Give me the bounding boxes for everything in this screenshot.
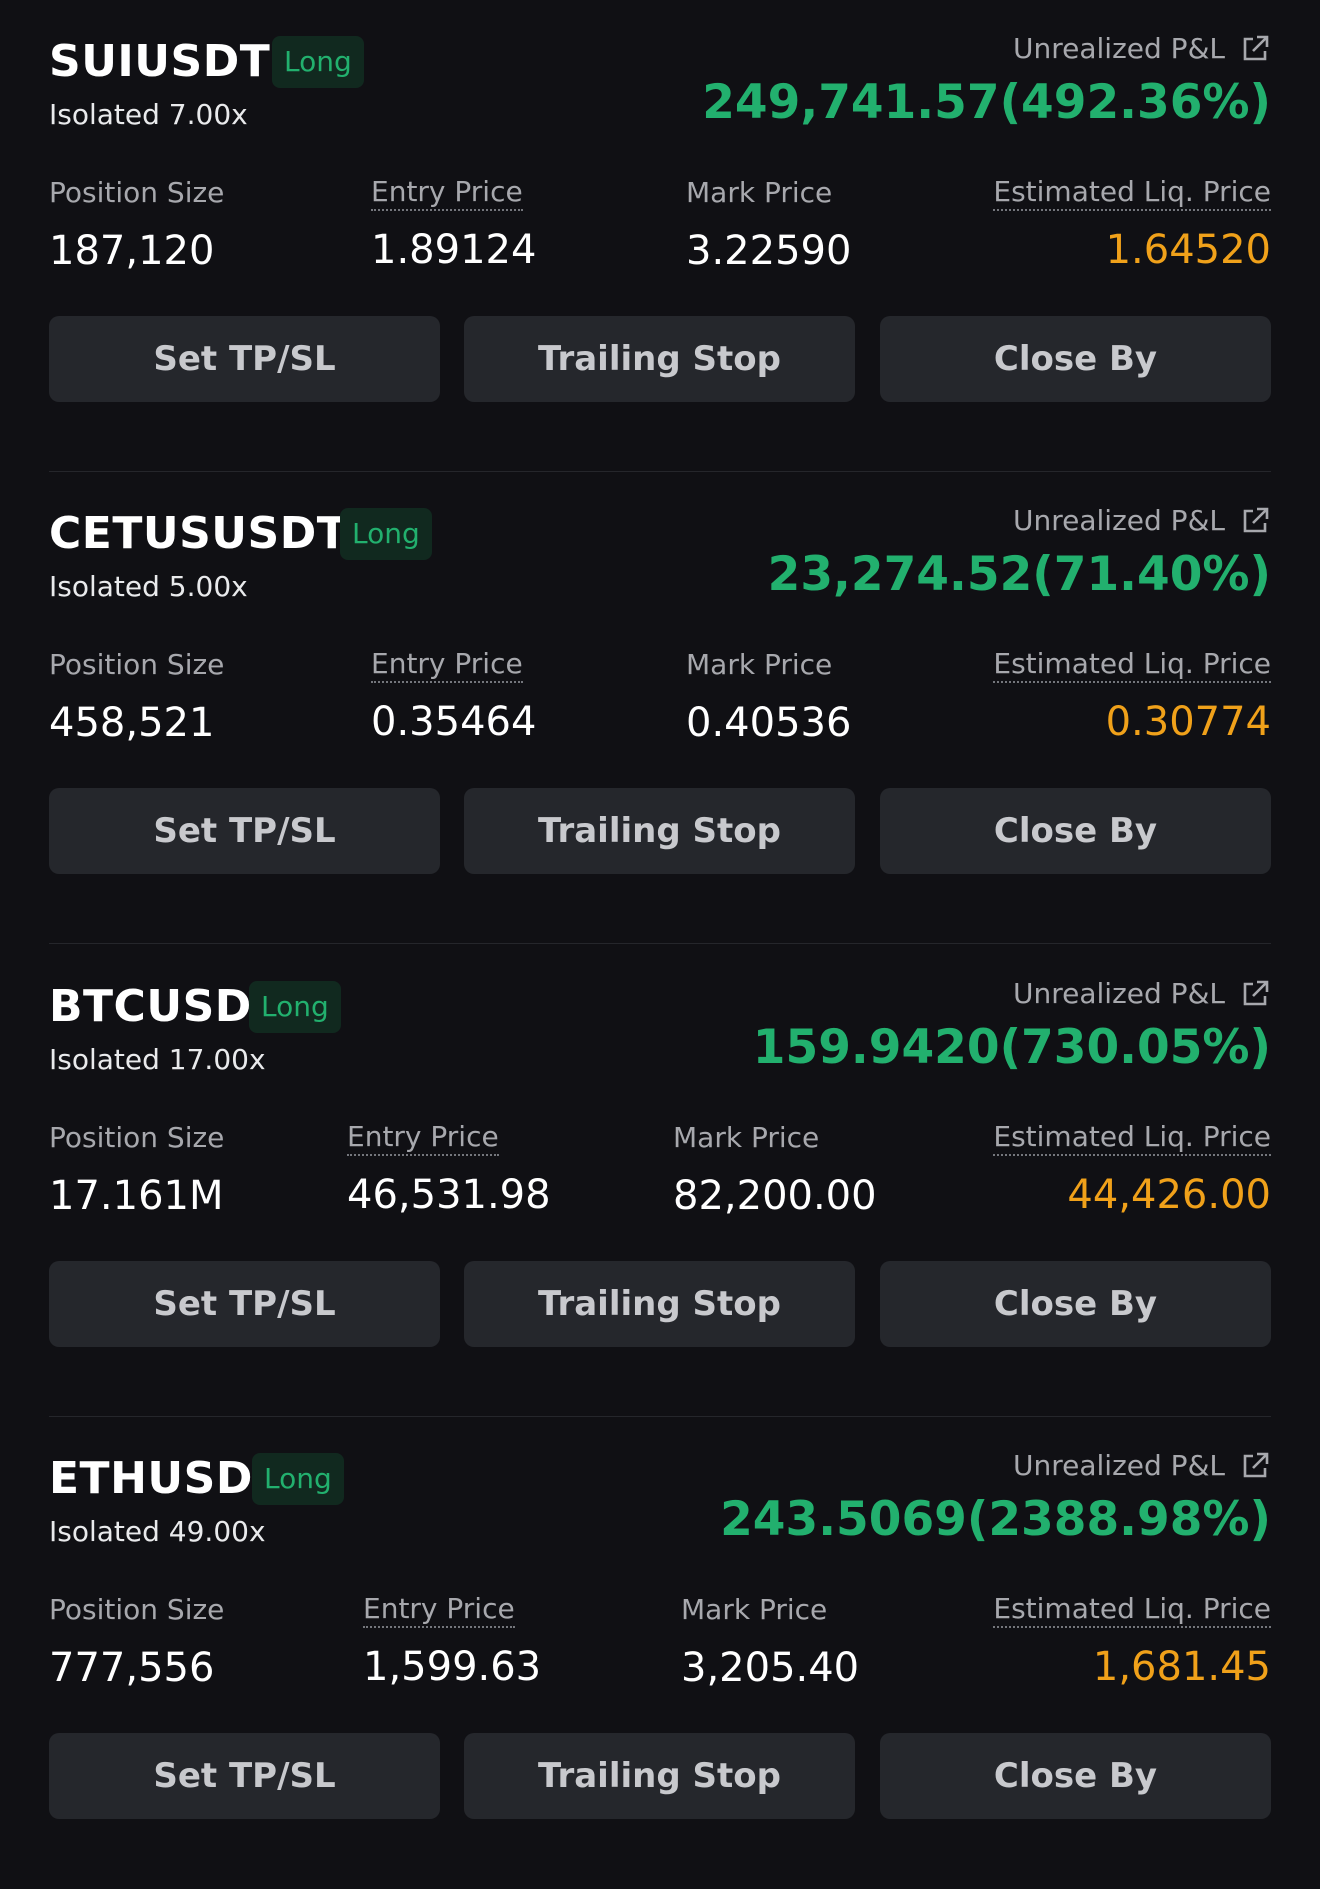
position-size-value: 777,556: [49, 1645, 215, 1691]
mark-price-value: 0.40536: [686, 700, 852, 746]
mark-price-value: 3.22590: [686, 228, 852, 274]
positions-list: SUIUSDT Long Isolated 7.00x Unrealized P…: [49, 0, 1271, 1819]
position-symbol[interactable]: CETUSUSDT: [49, 508, 348, 559]
mark-price-label: Mark Price: [681, 1593, 828, 1626]
position-card-btcusd: BTCUSD Long Isolated 17.00x Unrealized P…: [49, 945, 1271, 1417]
mark-price-label: Mark Price: [686, 176, 833, 209]
position-size-label: Position Size: [49, 648, 225, 681]
close-by-button[interactable]: Close By: [880, 788, 1271, 874]
position-size-value: 458,521: [49, 700, 215, 746]
set-tpsl-button[interactable]: Set TP/SL: [49, 316, 440, 402]
entry-price-label[interactable]: Entry Price: [363, 1591, 515, 1628]
liq-price-field: Estimated Liq. Price 0.30774: [993, 646, 1271, 747]
pnl-header: Unrealized P&L: [1013, 30, 1271, 68]
mark-price-value: 82,200.00: [673, 1173, 877, 1219]
position-card-ethusd: ETHUSD Long Isolated 49.00x Unrealized P…: [49, 1417, 1271, 1889]
position-size-field: Position Size 187,120: [49, 174, 224, 276]
external-link-icon[interactable]: [1239, 978, 1271, 1010]
entry-price-label[interactable]: Entry Price: [347, 1119, 499, 1156]
entry-price-value: 1.89124: [371, 227, 537, 273]
mark-price-label: Mark Price: [673, 1121, 820, 1154]
position-size-value: 17.161M: [49, 1173, 224, 1219]
trailing-stop-button[interactable]: Trailing Stop: [464, 316, 855, 402]
close-by-button[interactable]: Close By: [880, 1261, 1271, 1347]
pnl-label: Unrealized P&L: [1013, 504, 1225, 537]
external-link-icon[interactable]: [1239, 1450, 1271, 1482]
liq-price-field: Estimated Liq. Price 44,426.00: [993, 1119, 1271, 1220]
trailing-stop-button[interactable]: Trailing Stop: [464, 1261, 855, 1347]
pnl-label: Unrealized P&L: [1013, 1449, 1225, 1482]
liq-price-value: 0.30774: [1105, 699, 1271, 745]
set-tpsl-button[interactable]: Set TP/SL: [49, 1261, 440, 1347]
position-size-field: Position Size 777,556: [49, 1591, 224, 1693]
liq-price-value: 44,426.00: [1067, 1172, 1271, 1218]
liq-price-value: 1,681.45: [1092, 1644, 1271, 1690]
margin-mode[interactable]: Isolated 49.00x: [49, 1515, 266, 1548]
mark-price-field: Mark Price 0.40536: [686, 646, 851, 748]
unrealized-pnl-value: 23,274.52(71.40%): [767, 547, 1271, 602]
entry-price-field: Entry Price 46,531.98: [347, 1119, 551, 1220]
pnl-header: Unrealized P&L: [1013, 975, 1271, 1013]
unrealized-pnl-value: 243.5069(2388.98%): [720, 1492, 1271, 1547]
side-badge: Long: [249, 981, 341, 1033]
set-tpsl-button[interactable]: Set TP/SL: [49, 788, 440, 874]
external-link-icon[interactable]: [1239, 33, 1271, 65]
entry-price-field: Entry Price 0.35464: [371, 646, 536, 747]
margin-mode[interactable]: Isolated 5.00x: [49, 570, 248, 603]
entry-price-label[interactable]: Entry Price: [371, 174, 523, 211]
external-link-icon[interactable]: [1239, 505, 1271, 537]
entry-price-value: 0.35464: [371, 699, 537, 745]
entry-price-value: 46,531.98: [347, 1172, 551, 1218]
position-symbol[interactable]: SUIUSDT: [49, 36, 271, 87]
liq-price-value: 1.64520: [1105, 227, 1271, 273]
position-size-label: Position Size: [49, 176, 225, 209]
position-symbol[interactable]: BTCUSD: [49, 981, 252, 1032]
side-badge: Long: [252, 1453, 344, 1505]
side-badge: Long: [340, 508, 432, 560]
pnl-label: Unrealized P&L: [1013, 977, 1225, 1010]
unrealized-pnl-value: 159.9420(730.05%): [752, 1020, 1271, 1075]
trailing-stop-button[interactable]: Trailing Stop: [464, 1733, 855, 1819]
divider: [49, 471, 1271, 472]
position-card-suiusdt: SUIUSDT Long Isolated 7.00x Unrealized P…: [49, 0, 1271, 472]
close-by-button[interactable]: Close By: [880, 1733, 1271, 1819]
mark-price-value: 3,205.40: [681, 1645, 860, 1691]
trailing-stop-button[interactable]: Trailing Stop: [464, 788, 855, 874]
position-size-field: Position Size 458,521: [49, 646, 224, 748]
liq-price-label[interactable]: Estimated Liq. Price: [993, 1119, 1271, 1156]
mark-price-field: Mark Price 3,205.40: [681, 1591, 859, 1693]
position-size-label: Position Size: [49, 1121, 225, 1154]
liq-price-label[interactable]: Estimated Liq. Price: [993, 1591, 1271, 1628]
liq-price-label[interactable]: Estimated Liq. Price: [993, 174, 1271, 211]
position-size-value: 187,120: [49, 228, 215, 274]
mark-price-label: Mark Price: [686, 648, 833, 681]
entry-price-field: Entry Price 1,599.63: [363, 1591, 541, 1692]
position-symbol[interactable]: ETHUSD: [49, 1453, 253, 1504]
pnl-header: Unrealized P&L: [1013, 502, 1271, 540]
side-badge: Long: [272, 36, 364, 88]
liq-price-field: Estimated Liq. Price 1,681.45: [993, 1591, 1271, 1692]
entry-price-value: 1,599.63: [363, 1644, 542, 1690]
set-tpsl-button[interactable]: Set TP/SL: [49, 1733, 440, 1819]
position-size-field: Position Size 17.161M: [49, 1119, 224, 1221]
unrealized-pnl-value: 249,741.57(492.36%): [702, 75, 1271, 130]
liq-price-label[interactable]: Estimated Liq. Price: [993, 646, 1271, 683]
divider: [49, 943, 1271, 944]
position-size-label: Position Size: [49, 1593, 225, 1626]
margin-mode[interactable]: Isolated 7.00x: [49, 98, 248, 131]
pnl-label: Unrealized P&L: [1013, 32, 1225, 65]
pnl-header: Unrealized P&L: [1013, 1447, 1271, 1485]
margin-mode[interactable]: Isolated 17.00x: [49, 1043, 266, 1076]
mark-price-field: Mark Price 82,200.00: [673, 1119, 877, 1221]
entry-price-field: Entry Price 1.89124: [371, 174, 536, 275]
divider: [49, 1416, 1271, 1417]
position-card-cetususdt: CETUSUSDT Long Isolated 5.00x Unrealized…: [49, 472, 1271, 944]
entry-price-label[interactable]: Entry Price: [371, 646, 523, 683]
close-by-button[interactable]: Close By: [880, 316, 1271, 402]
mark-price-field: Mark Price 3.22590: [686, 174, 851, 276]
liq-price-field: Estimated Liq. Price 1.64520: [993, 174, 1271, 275]
